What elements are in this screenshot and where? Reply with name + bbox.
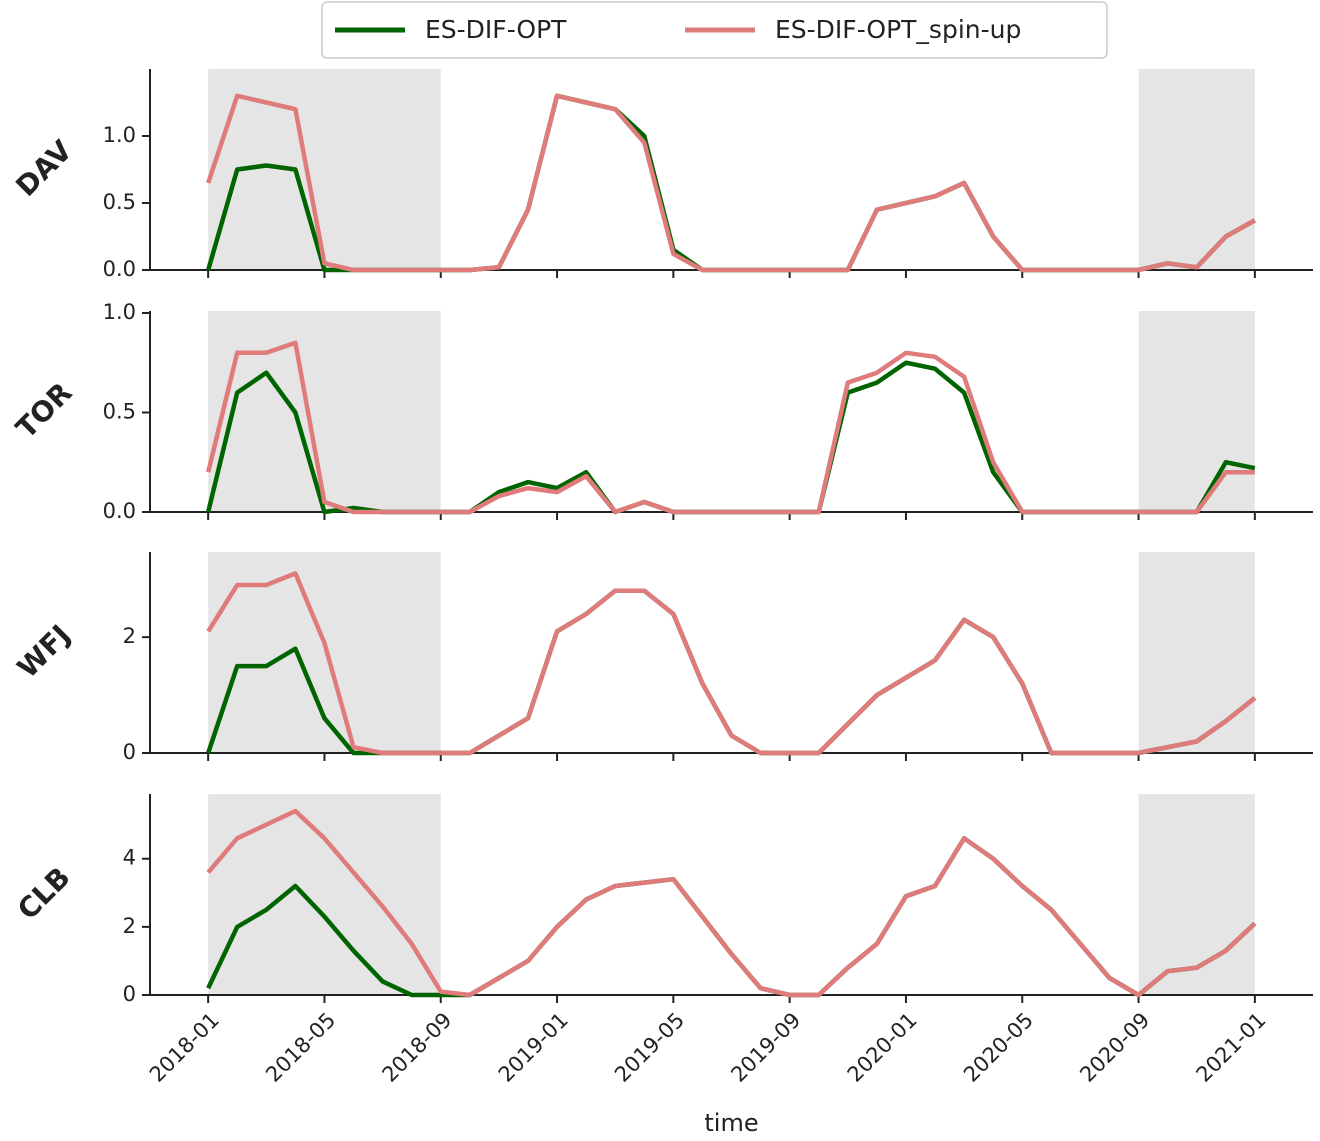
x-tick-label: 2020-09 — [1075, 1008, 1154, 1087]
y-tick-label: 0.0 — [103, 499, 136, 523]
legend-label: ES-DIF-OPT — [425, 15, 567, 44]
y-tick-label: 2 — [123, 624, 136, 648]
y-tick-label: 0.5 — [103, 399, 136, 423]
x-tick-label: 2020-05 — [959, 1008, 1038, 1087]
y-axis-label: TOR — [9, 376, 78, 445]
shaded-span — [208, 311, 441, 512]
series-line — [206, 93, 1256, 273]
series-line — [206, 340, 1255, 515]
legend-label: ES-DIF-OPT_spin-up — [775, 15, 1021, 44]
x-tick-label: 2019-05 — [610, 1008, 689, 1087]
y-axis-label: WFJ — [11, 618, 77, 684]
y-tick-label: 1.0 — [103, 300, 136, 324]
y-axis-label: CLB — [11, 861, 77, 927]
x-tick-label: 2021-01 — [1192, 1008, 1271, 1087]
shaded-span — [1138, 311, 1255, 512]
y-tick-label: 4 — [123, 846, 136, 870]
y-tick-label: 0 — [123, 740, 136, 764]
series-line — [206, 571, 1257, 756]
x-tick-label: 2018-01 — [145, 1008, 224, 1087]
y-tick-label: 0.0 — [103, 257, 136, 281]
shaded-span — [1138, 69, 1255, 270]
x-tick-label: 2019-01 — [494, 1008, 573, 1087]
y-tick-label: 1.0 — [103, 123, 136, 147]
shaded-span — [208, 552, 441, 753]
y-tick-label: 2 — [123, 914, 136, 938]
series-line — [206, 808, 1257, 998]
x-tick-label: 2018-05 — [261, 1008, 340, 1087]
y-axis-label: DAV — [9, 134, 78, 203]
shaded-span — [1138, 794, 1255, 995]
shaded-span — [1138, 552, 1255, 753]
x-tick-label: 2018-09 — [378, 1008, 457, 1087]
shaded-span — [208, 794, 441, 995]
y-tick-label: 0 — [123, 982, 136, 1006]
x-axis-label: time — [704, 1109, 758, 1137]
y-tick-label: 0.5 — [103, 190, 136, 214]
x-tick-label: 2019-09 — [726, 1008, 805, 1087]
x-tick-label: 2020-01 — [843, 1008, 922, 1087]
